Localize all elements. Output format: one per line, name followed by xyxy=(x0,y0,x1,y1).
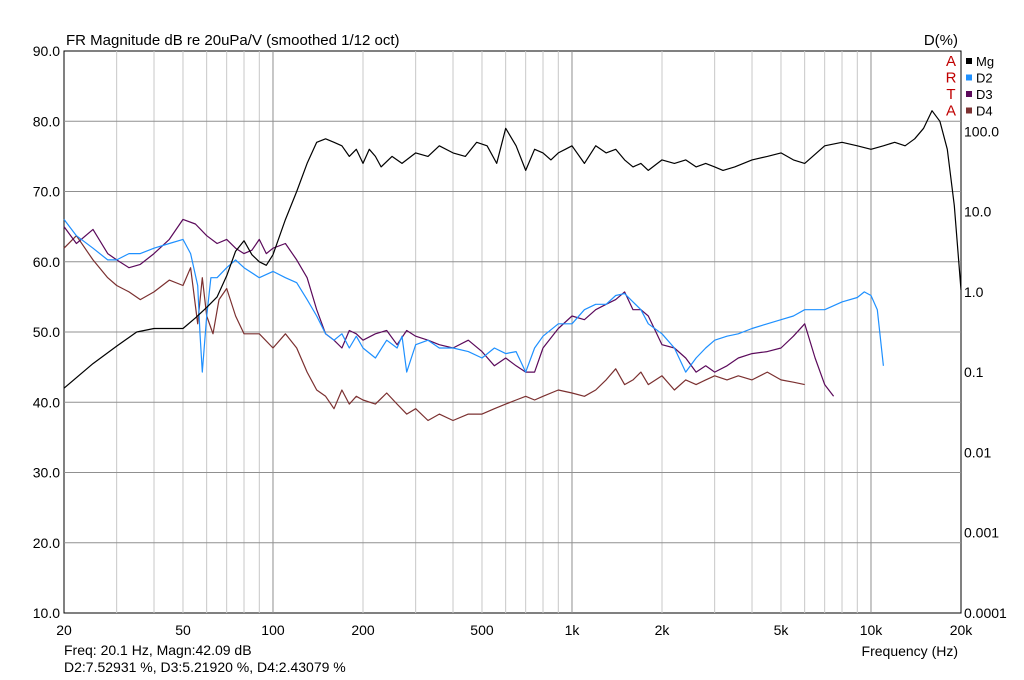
x-tick-label: 100 xyxy=(261,622,285,638)
y-right-tick-label: 100.0 xyxy=(964,123,999,139)
series-line-mg xyxy=(63,110,962,389)
y-right-tick-label: 0.001 xyxy=(964,525,999,541)
x-tick-label: 500 xyxy=(470,622,494,638)
y-left-tick-label: 10.0 xyxy=(33,605,60,621)
y-left-tick-label: 50.0 xyxy=(33,324,60,340)
y-left-tick-label: 80.0 xyxy=(33,113,60,129)
x-tick-label: 2k xyxy=(655,622,671,638)
legend-label-d4: D4 xyxy=(976,104,993,119)
legend-swatch-d4 xyxy=(966,107,972,114)
x-tick-label: 5k xyxy=(774,622,790,638)
series-layer xyxy=(63,110,962,422)
x-tick-label: 20 xyxy=(56,622,72,638)
y-left-tick-label: 40.0 xyxy=(33,394,60,410)
x-tick-label: 10k xyxy=(860,622,884,638)
y-right-tick-label: 0.0001 xyxy=(964,605,1007,621)
chart-title: FR Magnitude dB re 20uPa/V (smoothed 1/1… xyxy=(66,32,400,49)
y-left-tick-labels: 90.0 80.0 70.0 60.0 50.0 40.0 30.0 20.0 10.0 xyxy=(33,43,60,621)
x-axis-label: Frequency (Hz) xyxy=(862,643,958,659)
y-right-tick-label: 0.01 xyxy=(964,444,991,460)
x-tick-label: 200 xyxy=(351,622,375,638)
watermark-letter: A xyxy=(946,53,956,70)
legend-label-d3: D3 xyxy=(976,87,993,102)
y-right-tick-label: 10.0 xyxy=(964,204,991,220)
watermark-letter: T xyxy=(946,86,955,103)
y-right-tick-label: 0.1 xyxy=(964,364,984,380)
x-tick-labels: 20 50 100 200 500 1k 2k 5k 10k 20k xyxy=(56,622,973,638)
cursor-readout-line1: Freq: 20.1 Hz, Magn:42.09 dB xyxy=(64,642,252,658)
y-right-tick-label: 1.0 xyxy=(964,284,984,300)
legend-label-mg: Mg xyxy=(976,54,994,69)
watermark-letter: A xyxy=(946,103,956,120)
y-right-tick-labels: 100.0 10.0 1.0 0.1 0.01 0.001 0.0001 xyxy=(964,123,1007,621)
right-axis-title: D(%) xyxy=(924,32,958,49)
y-left-tick-label: 60.0 xyxy=(33,254,60,270)
x-tick-label: 50 xyxy=(175,622,191,638)
legend-swatch-mg xyxy=(966,58,972,64)
y-left-tick-label: 30.0 xyxy=(33,465,60,481)
legend-swatch-d2 xyxy=(966,74,972,81)
cursor-readout-line2: D2:7.52931 %, D3:5.21920 %, D4:2.43079 % xyxy=(64,659,346,675)
grid-lines xyxy=(64,51,961,613)
x-tick-label: 1k xyxy=(565,622,581,638)
series-line-d3 xyxy=(63,218,835,397)
legend-label-d2: D2 xyxy=(976,71,993,86)
y-left-tick-label: 90.0 xyxy=(33,43,60,59)
watermark-letter: R xyxy=(946,70,957,87)
x-tick-label: 20k xyxy=(950,622,974,638)
series-line-d2 xyxy=(63,219,884,373)
y-left-tick-label: 70.0 xyxy=(33,184,60,200)
series-line-d4 xyxy=(63,235,805,422)
legend-swatch-d3 xyxy=(966,91,972,97)
y-left-tick-label: 20.0 xyxy=(33,535,60,551)
